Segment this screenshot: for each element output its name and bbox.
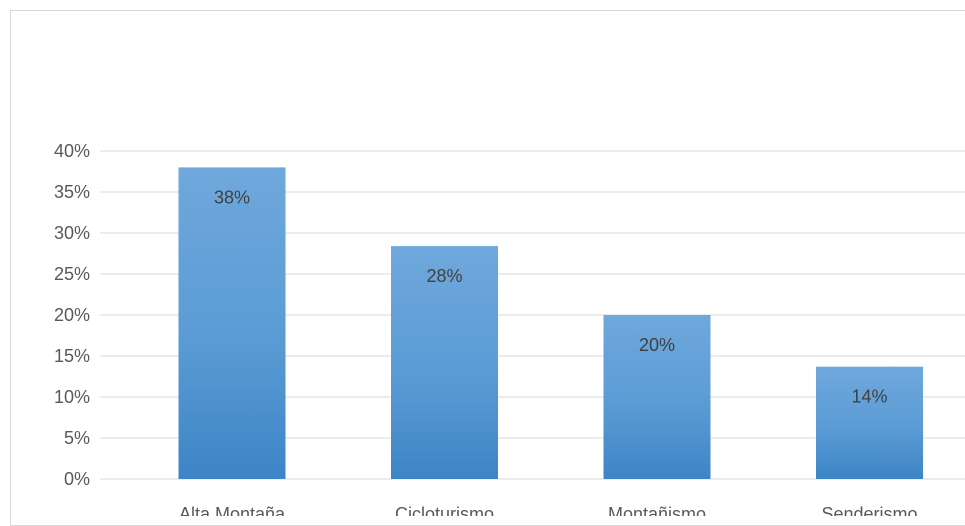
bar (603, 315, 711, 479)
data-labels: 38% 28% 20% 14% (214, 187, 888, 406)
x-tick-label: Montañismo (608, 504, 706, 516)
y-tick-label: 0% (64, 469, 90, 489)
x-tick-label: Alta Montaña (179, 504, 286, 516)
x-tick-label: Cicloturismo (395, 504, 494, 516)
y-tick-label: 5% (64, 428, 90, 448)
x-tick-label: Senderismo (821, 504, 917, 516)
y-tick-label: 40% (54, 141, 90, 161)
data-label: 28% (426, 266, 462, 286)
y-tick-label: 25% (54, 264, 90, 284)
x-axis: Alta Montaña Cicloturismo Montañismo Sender… (179, 504, 918, 516)
y-axis: 0% 5% 10% 15% 20% 25% 30% 35% 40% (54, 141, 90, 489)
bar (391, 246, 498, 479)
y-tick-label: 35% (54, 182, 90, 202)
y-tick-label: 10% (54, 387, 90, 407)
data-label: 14% (851, 387, 887, 407)
bar (816, 366, 923, 479)
bars (178, 167, 923, 479)
bar (178, 167, 286, 479)
data-label: 38% (214, 187, 250, 207)
y-tick-label: 20% (54, 305, 90, 325)
data-label: 20% (639, 335, 675, 355)
y-tick-label: 30% (54, 223, 90, 243)
y-tick-label: 15% (54, 346, 90, 366)
